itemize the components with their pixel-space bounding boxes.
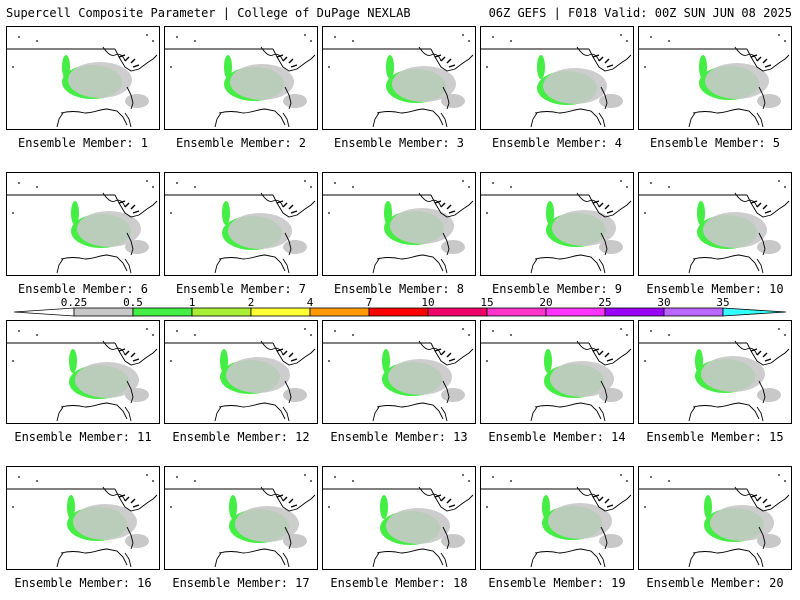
- colorbar-segment: [545, 307, 606, 317]
- colorbar-tick-label: 20: [539, 297, 552, 309]
- colorbar-tick-label: 35: [716, 297, 729, 309]
- colorbar-tick-label: 1: [189, 297, 196, 309]
- ensemble-member-label: Ensemble Member: 18: [330, 576, 468, 590]
- ensemble-member-map: [164, 320, 318, 424]
- ensemble-member-map: [480, 466, 634, 570]
- ensemble-member-label: Ensemble Member: 17: [172, 576, 310, 590]
- ensemble-member-map: [638, 26, 792, 130]
- page-title: Supercell Composite Parameter | College …: [6, 6, 411, 20]
- ensemble-member-map: [480, 26, 634, 130]
- ensemble-member-map: [322, 26, 476, 130]
- ensemble-member-map: [164, 26, 318, 130]
- colorbar-segment: [427, 307, 488, 317]
- ensemble-member-label: Ensemble Member: 5: [649, 136, 781, 150]
- ensemble-member-label: Ensemble Member: 9: [491, 282, 623, 296]
- ensemble-member-map: [6, 26, 160, 130]
- colorbar-tick-label: 0.25: [61, 297, 88, 309]
- colorbar-segment: [309, 307, 370, 317]
- colorbar-segment: [250, 307, 311, 317]
- colorbar-segment: [663, 307, 724, 317]
- colorbar-tick-label: 7: [366, 297, 373, 309]
- ensemble-member-map: [6, 466, 160, 570]
- colorbar-tick-label: 25: [598, 297, 611, 309]
- ensemble-member-label: Ensemble Member: 11: [14, 430, 152, 444]
- ensemble-member-label: Ensemble Member: 14: [488, 430, 626, 444]
- ensemble-member-label: Ensemble Member: 16: [14, 576, 152, 590]
- colorbar-segment: [73, 307, 134, 317]
- ensemble-member-map: [480, 172, 634, 276]
- ensemble-member-label: Ensemble Member: 8: [333, 282, 465, 296]
- ensemble-member-map: [6, 172, 160, 276]
- colorbar-segment: [132, 307, 193, 317]
- colorbar-tick-label: 2: [248, 297, 255, 309]
- colorbar-segment: [191, 307, 252, 317]
- ensemble-member-label: Ensemble Member: 13: [330, 430, 468, 444]
- colorbar-tick-label: 10: [421, 297, 434, 309]
- ensemble-member-label: Ensemble Member: 4: [491, 136, 623, 150]
- colorbar-tick-label: 0.5: [123, 297, 143, 309]
- ensemble-member-label: Ensemble Member: 6: [17, 282, 149, 296]
- colorbar-segment: [368, 307, 429, 317]
- ensemble-member-map: [638, 466, 792, 570]
- colorbar-tick-label: 30: [657, 297, 670, 309]
- ensemble-member-map: [322, 172, 476, 276]
- colorbar-tick-label: 15: [480, 297, 493, 309]
- ensemble-member-map: [638, 320, 792, 424]
- ensemble-member-label: Ensemble Member: 7: [175, 282, 307, 296]
- colorbar-tick-label: 4: [307, 297, 314, 309]
- ensemble-member-label: Ensemble Member: 3: [333, 136, 465, 150]
- ensemble-member-map: [6, 320, 160, 424]
- colorbar-min-arrow: [13, 307, 75, 317]
- colorbar-segment: [604, 307, 665, 317]
- ensemble-member-label: Ensemble Member: 19: [488, 576, 626, 590]
- ensemble-member-map: [638, 172, 792, 276]
- ensemble-member-label: Ensemble Member: 12: [172, 430, 310, 444]
- ensemble-member-map: [480, 320, 634, 424]
- ensemble-member-label: Ensemble Member: 10: [646, 282, 784, 296]
- colorbar-segment: [486, 307, 547, 317]
- ensemble-member-map: [322, 320, 476, 424]
- ensemble-member-map: [164, 172, 318, 276]
- ensemble-member-map: [164, 466, 318, 570]
- colorbar: 0.25 0.5 1 2 4 7 10 15 20 25 30 35: [13, 297, 787, 317]
- ensemble-member-label: Ensemble Member: 15: [646, 430, 784, 444]
- run-valid-time: 06Z GEFS | F018 Valid: 00Z SUN JUN 08 20…: [488, 6, 792, 20]
- colorbar-max-arrow: [722, 307, 787, 317]
- ensemble-member-label: Ensemble Member: 20: [646, 576, 784, 590]
- ensemble-member-label: Ensemble Member: 1: [17, 136, 149, 150]
- ensemble-member-map: [322, 466, 476, 570]
- ensemble-member-label: Ensemble Member: 2: [175, 136, 307, 150]
